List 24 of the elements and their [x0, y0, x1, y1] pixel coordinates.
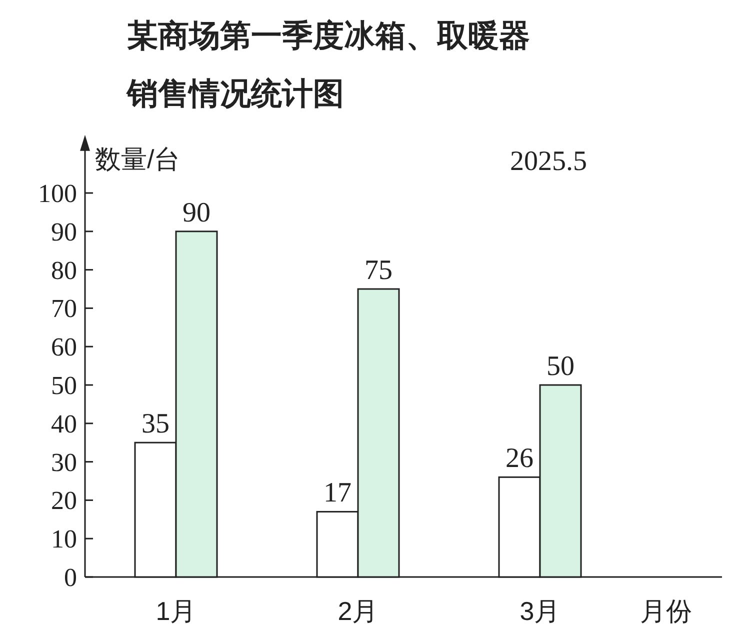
y-tick-label: 40	[51, 409, 77, 438]
y-tick-label: 30	[51, 448, 77, 477]
y-tick-label: 0	[64, 563, 77, 592]
y-tick-label: 10	[51, 524, 77, 554]
chart-title: 某商场第一季度冰箱、取暖器销售情况统计图	[125, 18, 530, 111]
x-tick-label: 2月	[338, 596, 378, 626]
y-tick-label: 20	[51, 486, 77, 516]
x-tick-label: 3月	[520, 596, 560, 626]
y-tick-label: 90	[51, 217, 77, 246]
data-label: 17	[324, 478, 352, 509]
annotation: 2025.5	[510, 146, 587, 177]
y-tick-label: 70	[51, 294, 77, 324]
data-label: 90	[182, 197, 210, 228]
x-tick-label: 1月	[156, 596, 196, 626]
y-tick-label: 60	[51, 332, 77, 362]
data-label: 75	[364, 255, 392, 286]
y-tick-label: 80	[51, 256, 77, 285]
y-tick-label: 50	[51, 371, 77, 400]
y-tick-label: 100	[38, 179, 77, 208]
x-axis-title: 月份	[640, 596, 692, 626]
y-axis-title: 数量/台	[95, 144, 180, 174]
data-label: 35	[142, 408, 170, 440]
data-label: 50	[546, 351, 574, 382]
data-label: 26	[506, 443, 534, 474]
